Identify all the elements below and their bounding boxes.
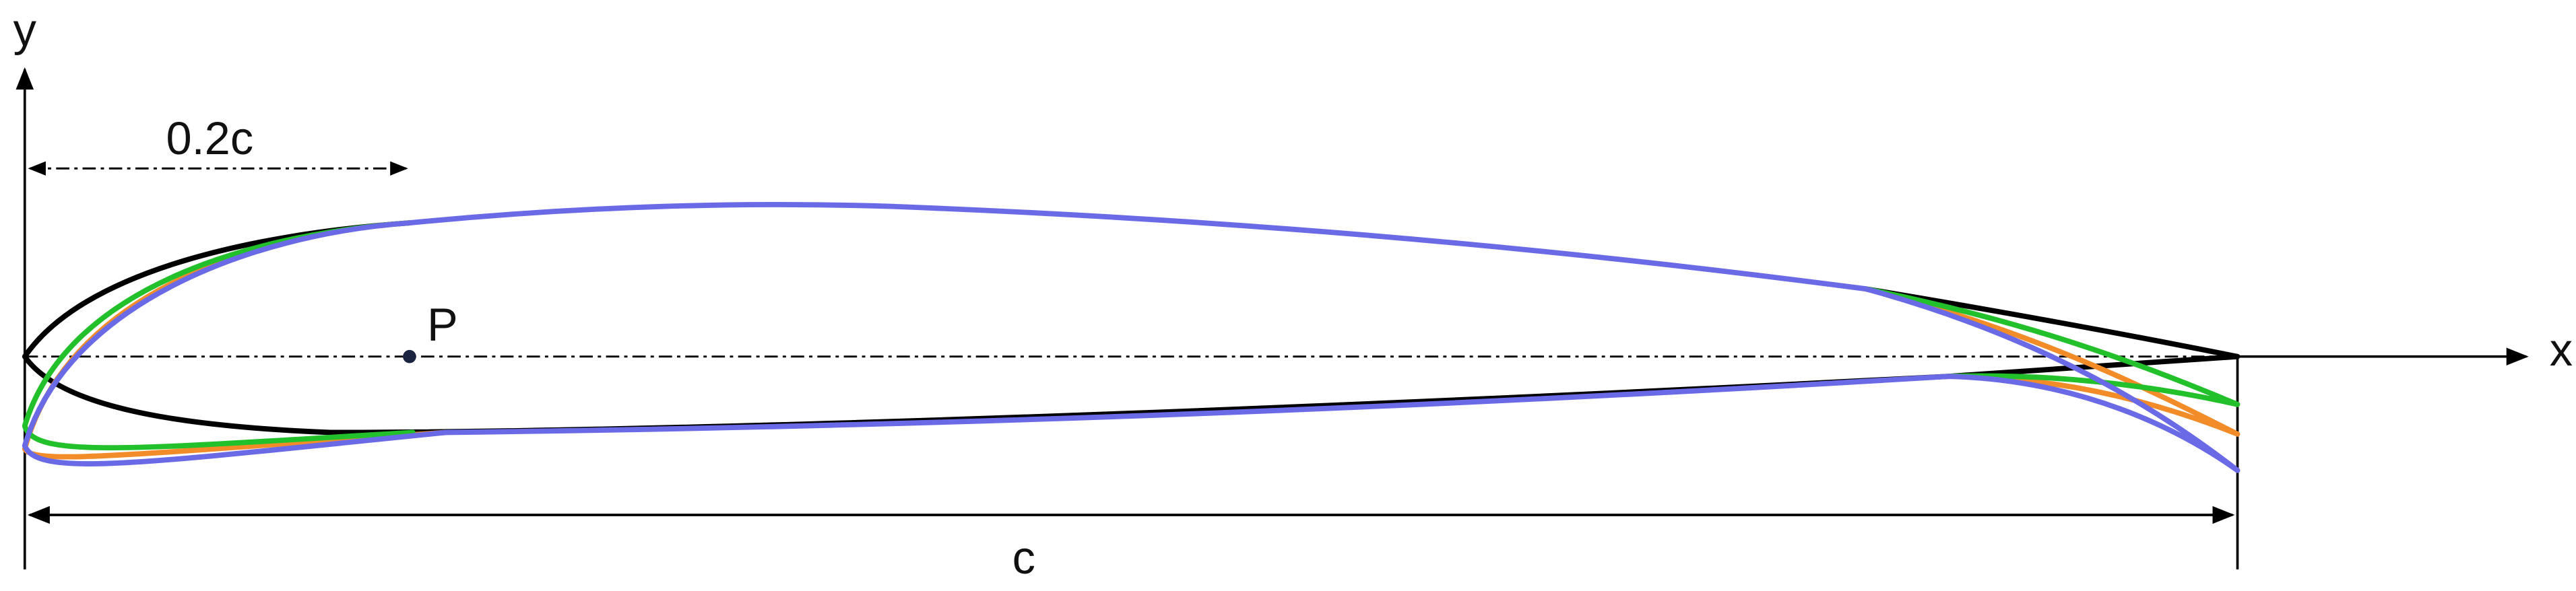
pivot-point [403, 349, 416, 363]
blue-morphed-airfoil [22, 201, 2241, 473]
chord-dimension-label: c [1012, 532, 1035, 584]
pivot-label: P [427, 299, 458, 351]
baseline-airfoil [22, 220, 2241, 436]
x-axis-label: x [2550, 324, 2573, 376]
y-axis-label: y [13, 3, 37, 55]
orange-morphed-airfoil [22, 220, 2241, 460]
leading-edge-dimension-label: 0.2c [166, 112, 253, 164]
